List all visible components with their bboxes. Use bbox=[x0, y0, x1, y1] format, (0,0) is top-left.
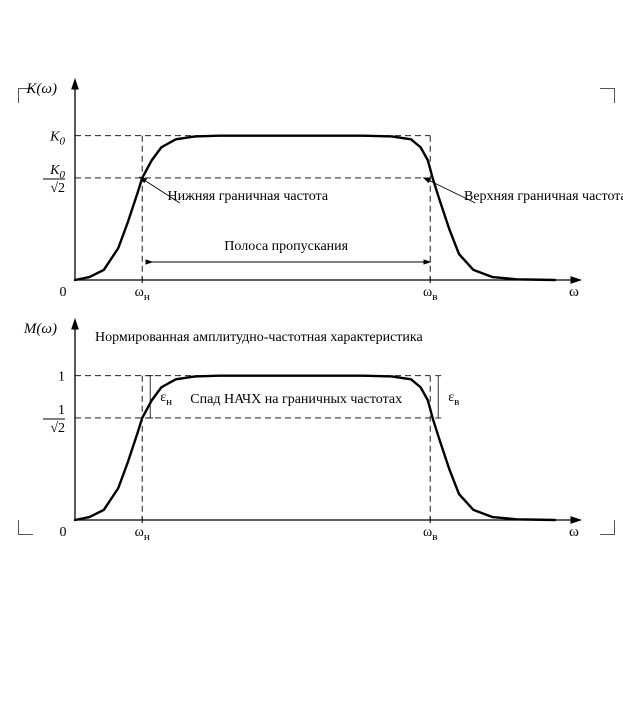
svg-text:Нормированная амплитудно-часто: Нормированная амплитудно-частотная харак… bbox=[95, 330, 423, 345]
svg-text:ωн: ωн bbox=[135, 525, 150, 543]
svg-text:√2: √2 bbox=[50, 181, 65, 196]
svg-text:1: 1 bbox=[58, 403, 65, 418]
svg-text:M(ω): M(ω) bbox=[23, 321, 57, 337]
svg-text:0: 0 bbox=[60, 525, 67, 540]
svg-text:εв: εв bbox=[448, 390, 459, 408]
svg-text:ωв: ωв bbox=[423, 285, 437, 303]
svg-text:ω: ω bbox=[569, 284, 579, 300]
svg-text:K0: K0 bbox=[49, 130, 65, 148]
svg-text:εн: εн bbox=[160, 390, 172, 408]
svg-text:ωв: ωв bbox=[423, 525, 437, 543]
svg-text:Верхняя граничная частота: Верхняя граничная частота bbox=[464, 189, 623, 204]
svg-text:K0: K0 bbox=[49, 163, 65, 181]
svg-text:0: 0 bbox=[60, 285, 67, 300]
svg-text:ωн: ωн bbox=[135, 285, 150, 303]
svg-text:Спад НАЧХ на граничных частота: Спад НАЧХ на граничных частотах bbox=[190, 392, 402, 407]
svg-text:Полоса пропускания: Полоса пропускания bbox=[224, 239, 348, 254]
figure-svg: K(ω)ω0K0K0√2ωнωвНижняя граничная частота… bbox=[0, 0, 623, 712]
svg-text:ω: ω bbox=[569, 524, 579, 540]
svg-text:K(ω): K(ω) bbox=[25, 81, 57, 97]
svg-text:Нижняя граничная частота: Нижняя граничная частота bbox=[168, 189, 329, 204]
svg-text:√2: √2 bbox=[50, 421, 65, 436]
svg-text:1: 1 bbox=[58, 370, 65, 385]
page: K(ω)ω0K0K0√2ωнωвНижняя граничная частота… bbox=[0, 0, 623, 712]
